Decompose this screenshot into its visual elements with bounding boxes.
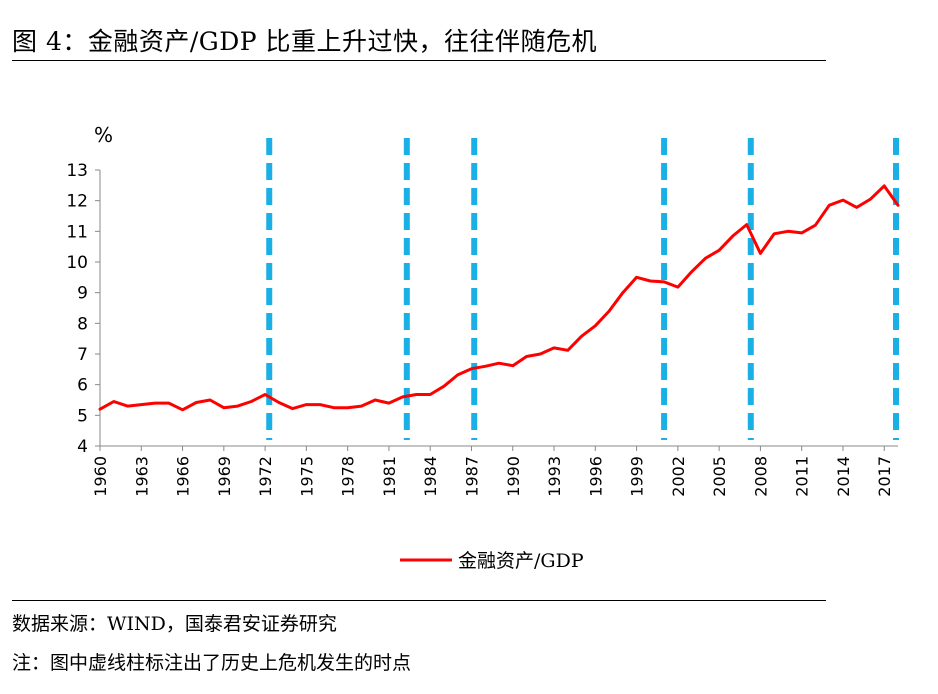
x-tick-label: 1969 — [215, 456, 234, 497]
x-tick-label: 1999 — [628, 456, 647, 497]
x-tick-label: 1966 — [174, 456, 193, 497]
x-tick-label: 1990 — [504, 456, 523, 497]
y-tick-label: 8 — [77, 314, 88, 334]
y-tick-label: 9 — [77, 284, 88, 304]
x-tick-label: 2014 — [834, 456, 853, 497]
x-tick-label: 1963 — [132, 456, 151, 497]
y-tick-label: 5 — [77, 406, 88, 426]
chart-legend: 金融资产/GDP — [400, 550, 584, 572]
x-tick-label: 1984 — [421, 456, 440, 497]
series-line — [98, 184, 900, 412]
chart-axes: 4 5 6 7 8 9 10 11 12 13% 1960 1963 1966 1969 1972 1975 1… — [66, 123, 898, 497]
legend-label: 金融资产/GDP — [458, 550, 584, 572]
x-tick-label: 1972 — [256, 456, 275, 497]
y-tick-label: 12 — [66, 192, 88, 212]
x-tick-label: 1975 — [297, 456, 316, 497]
chart-note: 注：图中虚线柱标注出了历史上危机发生的时点 — [12, 652, 412, 674]
title-divider — [12, 60, 826, 61]
x-tick-label: 2017 — [875, 456, 894, 497]
x-tick-label: 1987 — [462, 456, 481, 497]
x-tick-label: 1978 — [339, 456, 358, 497]
y-tick-label: 7 — [77, 345, 88, 365]
footer-divider — [12, 600, 826, 601]
y-tick-label: 6 — [77, 376, 88, 396]
x-tick-label: 2005 — [710, 456, 729, 497]
chart-series — [98, 184, 900, 412]
x-tick-label: 1993 — [545, 456, 564, 497]
crisis-markers — [266, 138, 899, 440]
x-tick-label: 2011 — [793, 456, 812, 497]
x-tick-label: 1981 — [380, 456, 399, 497]
x-tick-label: 2002 — [669, 456, 688, 497]
y-tick-label: 11 — [66, 222, 88, 242]
x-tick-label: 1996 — [586, 456, 605, 497]
data-source: 数据来源：WIND，国泰君安证券研究 — [12, 613, 337, 635]
y-tick-label: 13 — [66, 161, 88, 181]
line-chart: 4 5 6 7 8 9 10 11 12 13% 1960 1963 1966 1969 1972 1975 1… — [66, 123, 900, 572]
y-tick-label: 4 — [77, 437, 88, 457]
y-tick-label: 10 — [66, 253, 88, 273]
x-tick-label: 2008 — [751, 456, 770, 497]
y-axis-label: % — [94, 123, 113, 147]
figure-title: 图 4：金融资产/GDP 比重上升过快，往往伴随危机 — [12, 27, 598, 56]
x-tick-label: 1960 — [91, 456, 110, 497]
